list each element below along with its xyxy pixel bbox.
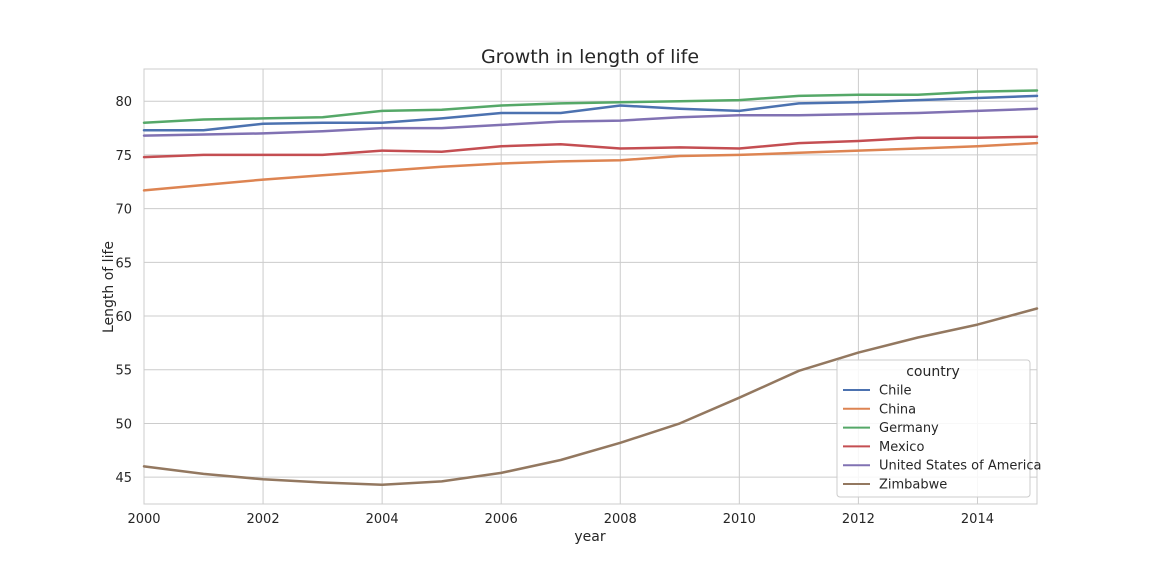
x-axis-label: year <box>574 529 605 545</box>
legend-label-united-states-of-america: United States of America <box>879 459 1041 474</box>
legend-box <box>836 359 1031 498</box>
y-tick-label: 80 <box>115 95 132 110</box>
x-tick-label: 2004 <box>366 512 399 527</box>
plot-area-frame <box>143 68 1038 505</box>
legend-label-china: China <box>879 402 916 417</box>
chart-title: Growth in length of life <box>481 46 699 68</box>
x-tick-label: 2000 <box>127 512 160 527</box>
x-tick-label: 2006 <box>485 512 518 527</box>
series-line-china <box>142 141 1039 192</box>
series-line-mexico <box>142 135 1039 159</box>
x-axis-ticks: 2000 2002 2004 2006 2008 2010 2012 2014 <box>127 512 994 527</box>
y-tick-label: 50 <box>115 417 132 432</box>
series-line-germany <box>142 89 1039 124</box>
legend-label-chile: Chile <box>879 384 912 399</box>
x-tick-label: 2002 <box>247 512 280 527</box>
y-tick-label: 45 <box>115 471 132 486</box>
y-tick-label: 65 <box>115 256 132 271</box>
series-line-zimbabwe <box>142 307 1039 486</box>
x-tick-label: 2012 <box>842 512 875 527</box>
y-tick-label: 55 <box>115 364 132 379</box>
legend-items: Chile China Germany Mexico United States of … <box>843 384 1041 493</box>
legend-label-zimbabwe: Zimbabwe <box>879 478 947 493</box>
series-line-chile <box>142 94 1039 132</box>
x-tick-label: 2008 <box>604 512 637 527</box>
series-line-united-states-of-america <box>142 107 1039 137</box>
y-axis-label: Length of life <box>101 241 117 333</box>
legend-title: country <box>906 364 960 380</box>
y-tick-label: 75 <box>115 149 132 164</box>
legend-label-germany: Germany <box>879 421 939 436</box>
x-tick-label: 2010 <box>723 512 756 527</box>
series-lines <box>142 89 1039 486</box>
y-axis-ticks: 45 50 55 60 65 70 75 80 <box>115 95 132 486</box>
y-tick-label: 70 <box>115 203 132 218</box>
legend: country Chile China Germany Mexico United St… <box>836 359 1041 498</box>
y-tick-label: 60 <box>115 310 132 325</box>
x-tick-label: 2014 <box>961 512 994 527</box>
legend-label-mexico: Mexico <box>879 440 924 455</box>
